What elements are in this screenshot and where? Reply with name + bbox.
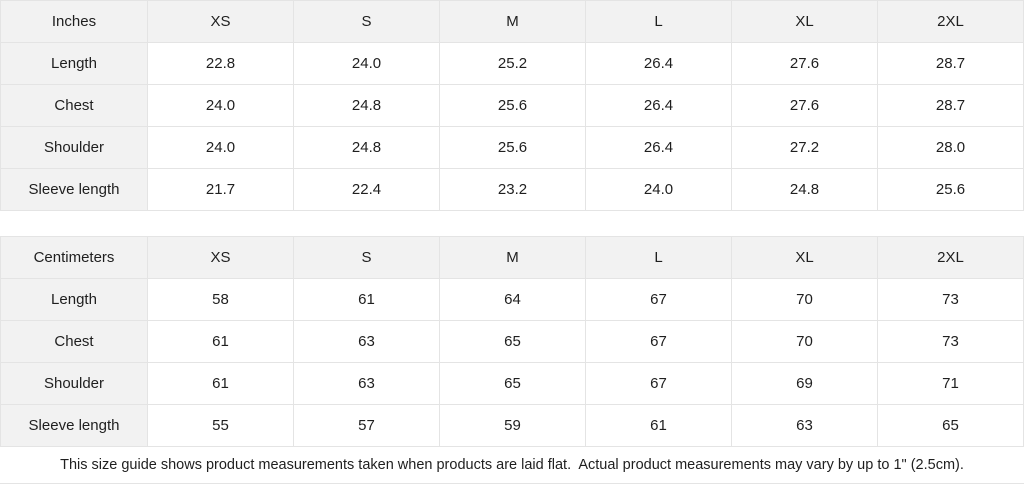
measurement-cell: 27.6 bbox=[731, 84, 878, 127]
measurement-cell: 24.8 bbox=[293, 84, 440, 127]
measurement-cell: 63 bbox=[731, 404, 878, 447]
measurement-cell: 58 bbox=[147, 278, 294, 321]
measurement-cell: 61 bbox=[147, 362, 294, 405]
measurement-cell: 65 bbox=[439, 362, 586, 405]
measurement-cell: 67 bbox=[585, 278, 732, 321]
size-col-header-l: L bbox=[585, 0, 732, 43]
measurement-cell: 57 bbox=[293, 404, 440, 447]
row-label-sleeve-length: Sleeve length bbox=[0, 404, 148, 447]
inches-size-table: Inches XS S M L XL 2XL Length 22.8 24.0 … bbox=[0, 0, 1024, 211]
measurement-cell: 22.4 bbox=[293, 168, 440, 211]
size-col-header-l: L bbox=[585, 236, 732, 279]
table-row: Sleeve length 55 57 59 61 63 65 bbox=[0, 404, 1024, 447]
measurement-cell: 28.7 bbox=[877, 84, 1024, 127]
measurement-cell: 73 bbox=[877, 278, 1024, 321]
measurement-cell: 22.8 bbox=[147, 42, 294, 85]
measurement-cell: 25.6 bbox=[439, 84, 586, 127]
measurement-cell: 28.7 bbox=[877, 42, 1024, 85]
measurement-cell: 55 bbox=[147, 404, 294, 447]
row-label-chest: Chest bbox=[0, 320, 148, 363]
inches-header-row: Inches XS S M L XL 2XL bbox=[0, 0, 1024, 43]
size-col-header-xl: XL bbox=[731, 0, 878, 43]
size-col-header-xs: XS bbox=[147, 0, 294, 43]
size-col-header-xl: XL bbox=[731, 236, 878, 279]
measurement-cell: 25.2 bbox=[439, 42, 586, 85]
measurement-cell: 27.6 bbox=[731, 42, 878, 85]
measurement-cell: 70 bbox=[731, 320, 878, 363]
row-label-length: Length bbox=[0, 42, 148, 85]
measurement-cell: 25.6 bbox=[439, 126, 586, 169]
measurement-cell: 24.0 bbox=[147, 126, 294, 169]
measurement-cell: 23.2 bbox=[439, 168, 586, 211]
measurement-cell: 69 bbox=[731, 362, 878, 405]
measurement-cell: 64 bbox=[439, 278, 586, 321]
row-label-sleeve-length: Sleeve length bbox=[0, 168, 148, 211]
measurement-cell: 59 bbox=[439, 404, 586, 447]
measurement-cell: 67 bbox=[585, 362, 732, 405]
table-row: Chest 61 63 65 67 70 73 bbox=[0, 320, 1024, 363]
measurement-cell: 24.8 bbox=[731, 168, 878, 211]
centimeters-size-table: Centimeters XS S M L XL 2XL Length 58 61… bbox=[0, 236, 1024, 447]
row-label-length: Length bbox=[0, 278, 148, 321]
measurement-cell: 28.0 bbox=[877, 126, 1024, 169]
measurement-cell: 26.4 bbox=[585, 126, 732, 169]
measurement-cell: 24.0 bbox=[147, 84, 294, 127]
size-col-header-2xl: 2XL bbox=[877, 236, 1024, 279]
bottom-divider bbox=[0, 483, 1024, 486]
size-guide-disclaimer: This size guide shows product measuremen… bbox=[0, 447, 1024, 483]
measurement-cell: 24.8 bbox=[293, 126, 440, 169]
centimeters-header-row: Centimeters XS S M L XL 2XL bbox=[0, 236, 1024, 279]
unit-header-centimeters: Centimeters bbox=[0, 236, 148, 279]
table-row: Chest 24.0 24.8 25.6 26.4 27.6 28.7 bbox=[0, 84, 1024, 127]
measurement-cell: 24.0 bbox=[293, 42, 440, 85]
measurement-cell: 71 bbox=[877, 362, 1024, 405]
size-col-header-s: S bbox=[293, 236, 440, 279]
measurement-cell: 63 bbox=[293, 362, 440, 405]
table-row: Length 58 61 64 67 70 73 bbox=[0, 278, 1024, 321]
measurement-cell: 25.6 bbox=[877, 168, 1024, 211]
table-gap bbox=[0, 211, 1024, 236]
measurement-cell: 63 bbox=[293, 320, 440, 363]
size-col-header-m: M bbox=[439, 236, 586, 279]
size-col-header-xs: XS bbox=[147, 236, 294, 279]
measurement-cell: 65 bbox=[439, 320, 586, 363]
measurement-cell: 21.7 bbox=[147, 168, 294, 211]
measurement-cell: 24.0 bbox=[585, 168, 732, 211]
measurement-cell: 70 bbox=[731, 278, 878, 321]
row-label-shoulder: Shoulder bbox=[0, 126, 148, 169]
measurement-cell: 26.4 bbox=[585, 42, 732, 85]
size-col-header-2xl: 2XL bbox=[877, 0, 1024, 43]
table-row: Sleeve length 21.7 22.4 23.2 24.0 24.8 2… bbox=[0, 168, 1024, 211]
table-row: Shoulder 24.0 24.8 25.6 26.4 27.2 28.0 bbox=[0, 126, 1024, 169]
size-col-header-m: M bbox=[439, 0, 586, 43]
measurement-cell: 61 bbox=[293, 278, 440, 321]
measurement-cell: 67 bbox=[585, 320, 732, 363]
row-label-chest: Chest bbox=[0, 84, 148, 127]
table-row: Length 22.8 24.0 25.2 26.4 27.6 28.7 bbox=[0, 42, 1024, 85]
measurement-cell: 61 bbox=[585, 404, 732, 447]
unit-header-inches: Inches bbox=[0, 0, 148, 43]
measurement-cell: 73 bbox=[877, 320, 1024, 363]
size-col-header-s: S bbox=[293, 0, 440, 43]
measurement-cell: 61 bbox=[147, 320, 294, 363]
measurement-cell: 27.2 bbox=[731, 126, 878, 169]
measurement-cell: 65 bbox=[877, 404, 1024, 447]
row-label-shoulder: Shoulder bbox=[0, 362, 148, 405]
measurement-cell: 26.4 bbox=[585, 84, 732, 127]
table-row: Shoulder 61 63 65 67 69 71 bbox=[0, 362, 1024, 405]
